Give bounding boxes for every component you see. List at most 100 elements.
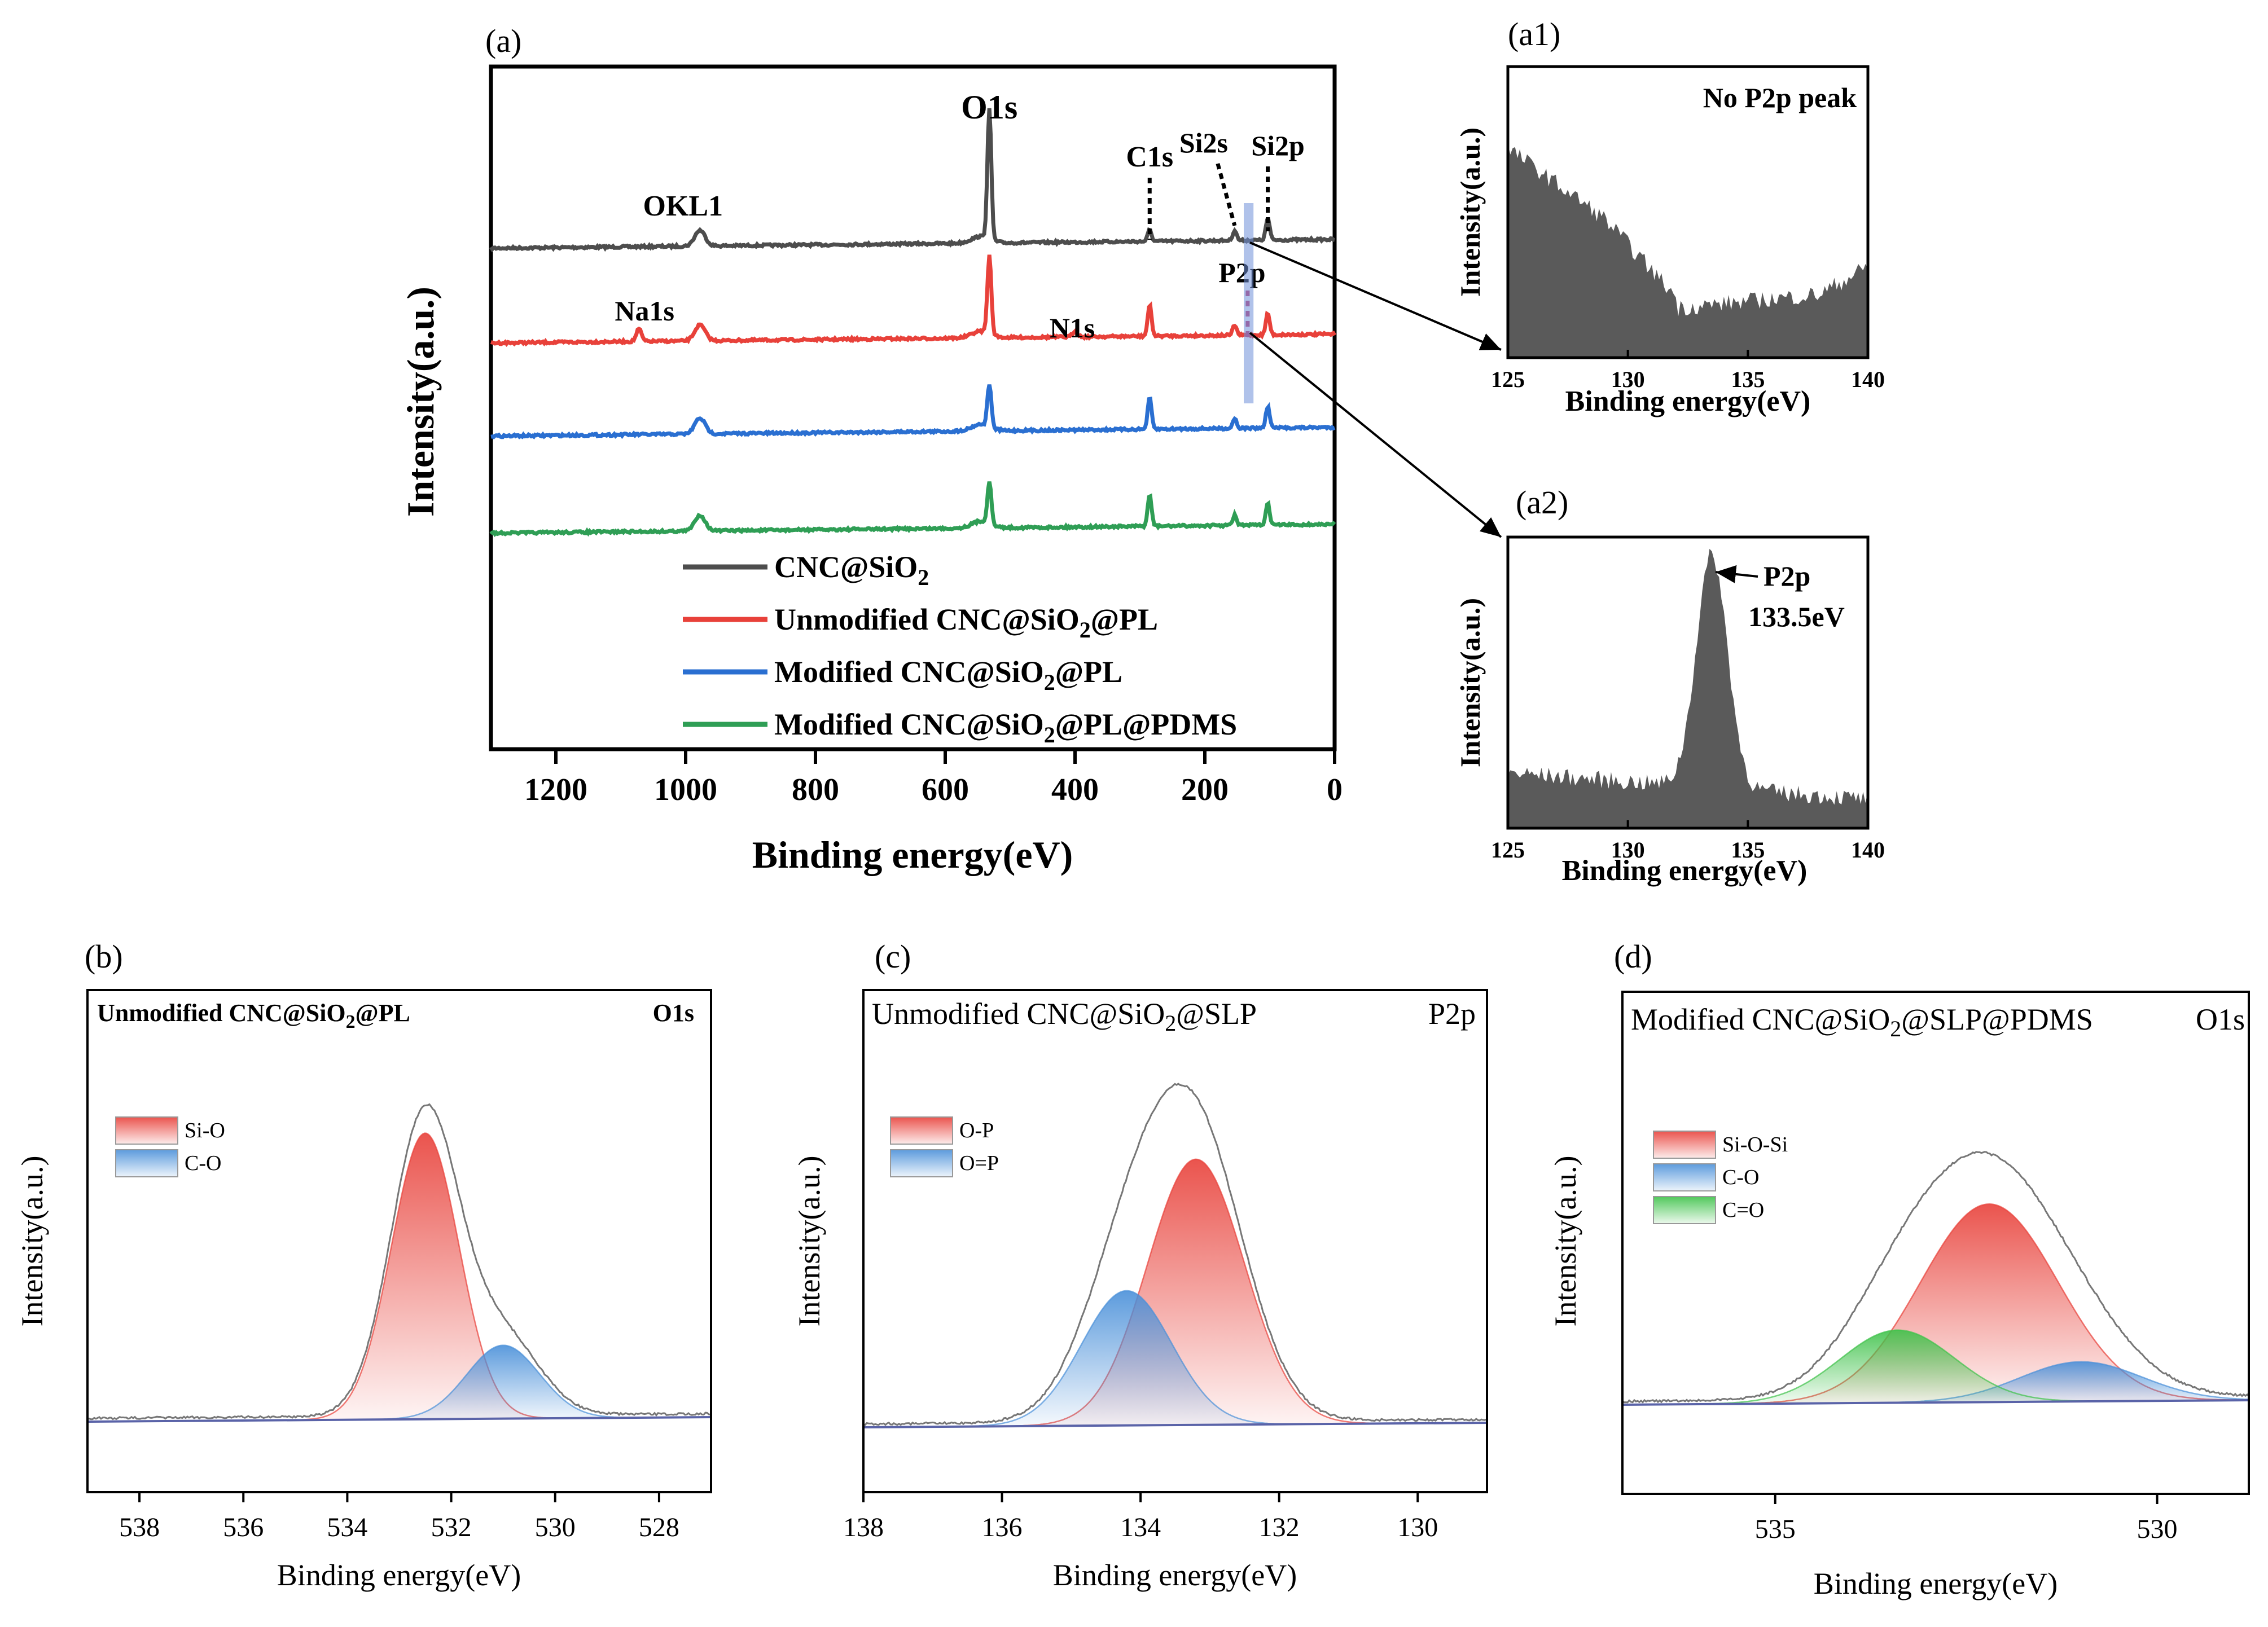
panel-label-c: (c)	[875, 938, 911, 975]
c-title-right: P2p	[1428, 997, 1476, 1031]
d-title-left: Modified CNC@SiO2@SLP@PDMS	[1631, 1002, 2093, 1041]
legend-label: CNC@SiO2	[774, 550, 929, 590]
p2p-inset-a1-chart: 125 130 135 140 No P2p peak Binding energy(…	[1454, 65, 1885, 417]
component-fill	[1622, 1204, 2249, 1405]
survey-plot-area: O1s OKL1 C1s Si2s Si2p Na1s N1s P2p	[489, 89, 1337, 538]
inset-area	[1508, 548, 1868, 828]
survey-series-line	[489, 108, 1335, 253]
component-fill	[87, 1133, 711, 1422]
a2-annotation-label: P2p	[1763, 560, 1810, 592]
d-y-axis-label: Intensity(a.u.)	[1548, 1156, 1582, 1327]
survey-x-axis-label: Binding energy(eV)	[752, 833, 1073, 876]
p2p-highlight-band	[1244, 203, 1254, 403]
x-tick-label: 130	[1611, 367, 1645, 392]
x-tick-label: 0	[1327, 772, 1343, 807]
x-tick-label: 135	[1731, 367, 1765, 392]
x-tick-label: 140	[1851, 837, 1885, 863]
connector-to-a2	[1249, 332, 1502, 538]
p2p-inset-a2-chart: 125 130 135 140 P2p 133.5eV Binding energy(…	[1454, 535, 1885, 887]
a1-frame	[1506, 65, 1870, 359]
component-fill	[87, 1345, 711, 1422]
p2p-unmodified-chart: 138 136 134 132 130 Unmodified CNC@SiO2@SLP …	[792, 989, 1488, 1592]
survey-legend: CNC@SiO2 Unmodified CNC@SiO2@PL Modified C…	[683, 550, 1237, 747]
a1-plot-area	[1508, 143, 1868, 358]
inset-area	[1508, 143, 1868, 358]
c-x-ticks: 138 136 134 132 130	[843, 1492, 1438, 1542]
background-line	[863, 1422, 1488, 1428]
x-tick-label: 130	[1397, 1512, 1438, 1542]
b-plot-area	[87, 1103, 712, 1423]
component-fill	[1622, 1361, 2249, 1405]
b-y-axis-label: Intensity(a.u.)	[15, 1156, 49, 1327]
legend-label: O-P	[959, 1119, 994, 1142]
connector-to-a1	[1249, 241, 1502, 351]
a1-y-axis-label: Intensity(a.u.)	[1454, 127, 1486, 297]
peak-label: O1s	[961, 89, 1017, 126]
d-title-right: O1s	[2196, 1002, 2245, 1036]
a1-x-ticks: 125 130 135 140	[1491, 350, 1885, 392]
x-tick-label: 528	[639, 1512, 679, 1542]
x-tick-label: 400	[1051, 772, 1099, 807]
x-tick-label: 800	[792, 772, 839, 807]
legend-swatch	[1653, 1196, 1716, 1224]
a2-plot-area	[1508, 548, 1868, 828]
survey-series-line	[490, 384, 1336, 439]
envelope-curve	[1622, 1151, 2250, 1404]
legend-swatch	[115, 1116, 178, 1145]
survey-frame	[489, 64, 1337, 751]
a2-peak-arrow	[1715, 565, 1758, 583]
x-tick-label: 1200	[524, 772, 587, 807]
x-tick-label: 130	[1611, 837, 1645, 863]
peak-label: OKL1	[643, 190, 723, 222]
c-frame	[862, 989, 1488, 1493]
a2-frame	[1506, 535, 1870, 830]
x-tick-label: 536	[223, 1512, 264, 1542]
x-tick-label: 535	[1755, 1514, 1796, 1544]
d-plot-area	[1622, 1151, 2250, 1406]
survey-x-ticks: 1200 1000 800 600 400 200 0	[524, 749, 1343, 807]
x-tick-label: 530	[535, 1512, 576, 1542]
x-tick-label: 125	[1491, 367, 1525, 392]
a2-x-ticks: 125 130 135 140	[1491, 820, 1885, 863]
envelope-curve	[863, 1083, 1487, 1426]
legend-label: Si-O-Si	[1722, 1133, 1788, 1157]
d-x-ticks: 535 530	[1755, 1494, 2178, 1544]
x-tick-label: 140	[1851, 367, 1885, 392]
si2s-leader	[1216, 163, 1237, 226]
panel-label-a2: (a2)	[1516, 484, 1568, 521]
c-plot-area	[863, 1083, 1488, 1428]
x-tick-label: 138	[843, 1512, 884, 1542]
x-tick-label: 534	[327, 1512, 367, 1542]
x-tick-label: 532	[431, 1512, 472, 1542]
c-y-axis-label: Intensity(a.u.)	[792, 1156, 826, 1327]
legend-label: Modified CNC@SiO2@PL	[774, 655, 1122, 695]
x-tick-label: 135	[1731, 837, 1765, 863]
b-legend: Si-O C-O	[115, 1116, 225, 1177]
b-title-right: O1s	[653, 999, 694, 1027]
component-fill	[863, 1291, 1487, 1427]
component-fill	[863, 1159, 1487, 1427]
panel-label-d: (d)	[1614, 938, 1652, 975]
legend-label: Unmodified CNC@SiO2@PL	[774, 603, 1158, 643]
a2-annotation-value: 133.5eV	[1748, 601, 1845, 632]
x-tick-label: 136	[982, 1512, 1023, 1542]
legend-label: Si-O	[185, 1119, 225, 1142]
a1-annotation: No P2p peak	[1703, 82, 1857, 113]
survey-series-line	[489, 481, 1336, 538]
x-tick-label: 134	[1120, 1512, 1161, 1542]
legend-swatch	[115, 1149, 178, 1177]
c-title-left: Unmodified CNC@SiO2@SLP	[872, 997, 1257, 1036]
c-x-axis-label: Binding energy(eV)	[1053, 1558, 1297, 1592]
b-title-left: Unmodified CNC@SiO2@PL	[97, 999, 410, 1032]
background-line	[1622, 1399, 2249, 1406]
x-tick-label: 125	[1491, 837, 1525, 863]
legend-swatch	[1653, 1163, 1716, 1191]
peak-label: Si2p	[1251, 130, 1305, 161]
b-frame	[86, 989, 712, 1493]
peak-label: Si2s	[1179, 127, 1228, 159]
panel-label-a1: (a1)	[1508, 16, 1560, 52]
o1s-unmodified-chart: 538 536 534 532 530 528 Unmodified CNC@SiO2@P…	[15, 989, 712, 1592]
peak-label: Na1s	[615, 295, 674, 327]
c-legend: O-P O=P	[890, 1116, 999, 1177]
